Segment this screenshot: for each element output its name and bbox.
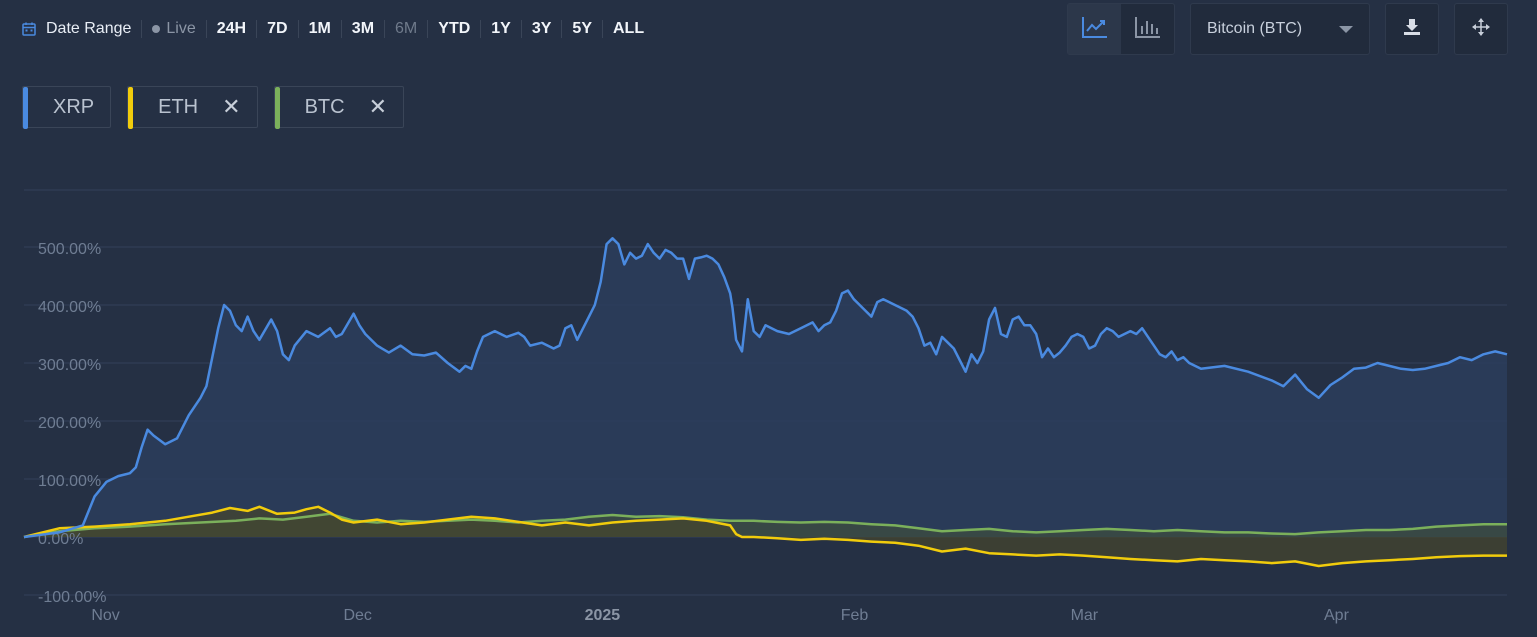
xrp-line (23, 237, 1508, 539)
legend-label-xrp: XRP (53, 95, 95, 118)
live-toggle[interactable]: Live (141, 20, 205, 38)
legend-label-btc: BTC (304, 95, 345, 118)
chart-type-toggle (1067, 3, 1175, 55)
legend-chip-eth[interactable]: ETH ✕ (127, 86, 258, 129)
base-currency-select[interactable]: Bitcoin (BTC) (1190, 3, 1370, 55)
y-tick-label: 200.00% (38, 415, 101, 432)
y-tick-label: 100.00% (38, 473, 101, 490)
range-1m-button[interactable]: 1M (297, 20, 341, 38)
legend-color-bar (128, 87, 134, 129)
x-tick-label: Dec (343, 607, 371, 624)
range-3m-button[interactable]: 3M (340, 20, 384, 38)
toolbar: Date Range Live 24H 7D 1M 3M 6M YTD 1Y 3… (0, 0, 1537, 58)
x-tick-label: 2025 (585, 607, 621, 624)
range-3y-button[interactable]: 3Y (520, 20, 562, 38)
range-24h-button[interactable]: 24H (205, 20, 256, 38)
range-7d-button[interactable]: 7D (256, 20, 297, 38)
range-ytd-button[interactable]: YTD (427, 20, 480, 38)
bar-chart-button[interactable] (1121, 4, 1174, 54)
x-tick-label: Feb (841, 607, 869, 624)
expand-button[interactable] (1454, 3, 1508, 55)
range-1y-button[interactable]: 1Y (480, 20, 521, 38)
y-tick-label: -100.00% (38, 589, 107, 606)
eth-line (23, 505, 1507, 568)
range-5y-button[interactable]: 5Y (561, 20, 602, 38)
x-tick-label: Nov (91, 607, 119, 624)
eth-area (24, 506, 1507, 566)
close-icon[interactable]: ✕ (368, 94, 387, 119)
expand-icon (1472, 17, 1490, 41)
legend-color-bar (274, 87, 280, 129)
close-icon[interactable]: ✕ (222, 94, 241, 119)
range-6m-button[interactable]: 6M (384, 20, 427, 38)
download-icon (1403, 18, 1421, 41)
y-tick-label: 300.00% (38, 357, 101, 374)
line-chart-icon (1081, 16, 1108, 43)
date-range-label[interactable]: Date Range (22, 20, 131, 38)
chevron-down-icon (1339, 25, 1353, 33)
live-dot-icon (152, 25, 161, 33)
series-legend: XRP ETH ✕ BTC ✕ (22, 86, 420, 129)
xrp-area (24, 238, 1507, 538)
y-tick-label: 500.00% (38, 241, 101, 258)
date-range-text: Date Range (46, 20, 132, 37)
y-tick-label: 400.00% (38, 299, 101, 316)
calendar-icon (22, 22, 36, 36)
legend-chip-btc[interactable]: BTC ✕ (273, 86, 404, 129)
y-tick-label: 0.00% (38, 531, 83, 548)
range-all-button[interactable]: ALL (602, 20, 654, 38)
live-label: Live (166, 20, 196, 37)
x-tick-label: Apr (1324, 607, 1350, 624)
bar-chart-icon (1134, 16, 1161, 43)
legend-chip-xrp[interactable]: XRP (22, 86, 112, 129)
date-range-bar: Date Range Live 24H 7D 1M 3M 6M YTD 1Y 3… (22, 17, 654, 41)
legend-label-eth: ETH (158, 95, 199, 118)
download-button[interactable] (1385, 3, 1439, 55)
line-chart-button[interactable] (1068, 4, 1121, 54)
legend-color-bar (23, 87, 28, 129)
x-tick-label: Mar (1071, 607, 1099, 624)
base-currency-value: Bitcoin (BTC) (1207, 20, 1303, 37)
